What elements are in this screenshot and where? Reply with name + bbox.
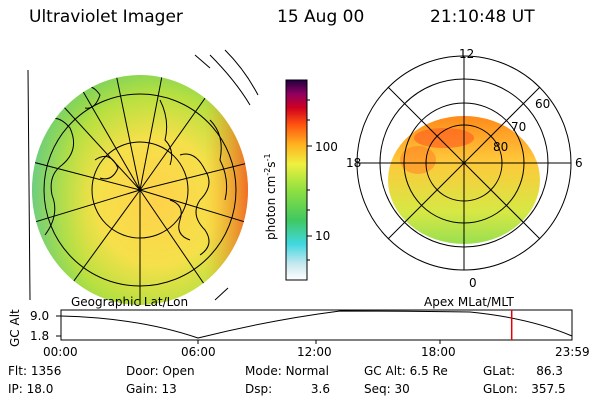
orbit-xtick: 12:00 [297, 345, 332, 359]
colorbar-tick-10: 10 [315, 229, 331, 243]
colorbar-tick-100: 100 [315, 140, 338, 154]
orbit-xtick: 18:00 [421, 345, 456, 359]
colorbar-unit-label: photon cm-2s-1 [263, 153, 278, 240]
orbit-altitude-plot [56, 309, 573, 344]
lat-label-60: 60 [535, 97, 551, 111]
status-glat: GLat: 86.3 [483, 364, 563, 378]
mlt-label-0: 0 [469, 276, 477, 290]
lat-label-70: 70 [511, 120, 527, 134]
date-label: 15 Aug 00 [277, 7, 365, 27]
orbit-xtick: 06:00 [181, 345, 216, 359]
lat-label-80: 80 [493, 140, 509, 154]
orbit-xtick: 23:59 [555, 345, 590, 359]
status-flt: Flt: 1356 [8, 364, 62, 378]
status-ip: IP: 18.0 [8, 382, 54, 396]
orbit-ylabel: GC Alt [8, 309, 22, 347]
colorbar [285, 79, 312, 281]
status-door: Door: Open [126, 364, 195, 378]
status-seq: Seq: 30 [364, 382, 410, 396]
orbit-ytick-low: 1.8 [30, 329, 50, 343]
mlt-label-12: 12 [459, 47, 475, 61]
left-panel-caption: Geographic Lat/Lon [71, 295, 189, 309]
status-glon: GLon: 357.5 [483, 382, 566, 396]
time-label: 21:10:48 UT [430, 7, 535, 27]
instrument-title: Ultraviolet Imager [29, 7, 183, 27]
right-panel-caption: Apex MLat/MLT [424, 295, 514, 309]
status-dsp: Dsp: 3.6 [245, 382, 330, 396]
status-gc-alt: GC Alt: 6.5 Re [364, 364, 448, 378]
mlt-label-18: 18 [346, 156, 362, 170]
status-gain: Gain: 13 [126, 382, 177, 396]
mlt-label-6: 6 [575, 156, 583, 170]
status-mode: Mode: Normal [245, 364, 329, 378]
geographic-image [27, 49, 259, 305]
orbit-xtick: 00:00 [43, 345, 78, 359]
orbit-ytick-high: 9.0 [30, 309, 50, 323]
polar-plot [356, 55, 572, 271]
